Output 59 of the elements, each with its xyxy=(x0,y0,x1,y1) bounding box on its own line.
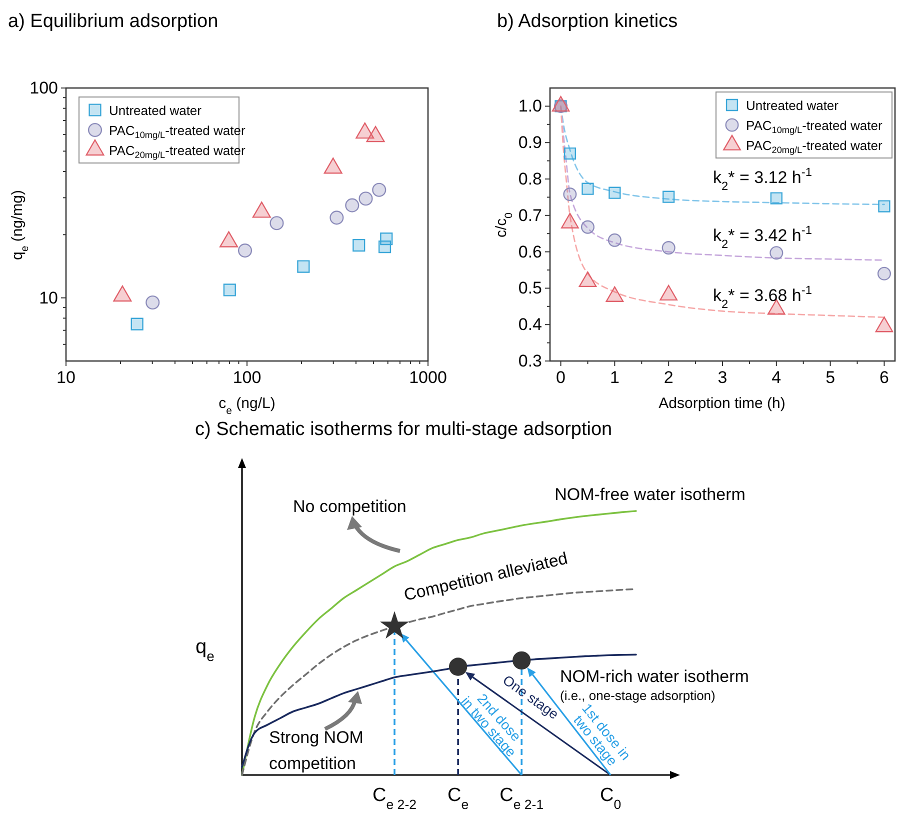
point xyxy=(662,241,676,255)
x-tick-label: 0 xyxy=(556,368,566,387)
point xyxy=(564,147,576,160)
x-tick-label: C$_{e 2-1}$ xyxy=(500,785,544,812)
series-label: NOM-free water isotherm xyxy=(554,485,746,504)
point xyxy=(875,316,894,332)
y-axis-title: q$_{e}$ xyxy=(196,636,215,664)
y-tick-label: 0.9 xyxy=(518,133,542,152)
x-tick-label: 1 xyxy=(610,368,620,387)
point xyxy=(662,190,675,203)
x-tick-label: 10 xyxy=(56,368,76,387)
x-axis-title: Adsorption time (h) xyxy=(658,395,786,412)
x-tick-label: C$_{e}$ xyxy=(447,785,469,812)
annotation: k$_{2}$* = 3.12 h$^{-1}$ xyxy=(713,165,812,193)
annotation: k$_{2}$* = 3.68 h$^{-1}$ xyxy=(713,283,812,311)
chart-title: c) Schematic isotherms for multi-stage adsorption xyxy=(195,419,612,440)
x-tick-label: 2 xyxy=(664,368,674,387)
legend-label: PAC$_{20mg/L}$-treated water xyxy=(746,138,883,155)
point xyxy=(578,271,597,288)
legend-label: Untreated water xyxy=(746,98,840,112)
chart-title: a) Equilibrium adsorption xyxy=(8,11,218,32)
point xyxy=(606,286,624,302)
x-tick-label: 6 xyxy=(879,368,889,387)
y-tick-label: 0.5 xyxy=(518,278,542,298)
x-tick-label: C$_{e 2-2}$ xyxy=(372,785,417,812)
x-tick-label: 1000 xyxy=(409,368,447,387)
annotation: (i.e., one-stage adsorption) xyxy=(560,688,716,703)
x-tick-label: C$_{0}$ xyxy=(600,785,622,812)
point xyxy=(582,182,594,195)
series-label: NOM-rich water isotherm xyxy=(560,667,749,686)
point xyxy=(580,220,595,234)
annotation: No competition xyxy=(293,497,406,516)
legend-label: Untreated water xyxy=(109,102,202,118)
x-axis-title: c$_{e}$ (ng/L) xyxy=(218,395,276,417)
point xyxy=(660,284,678,301)
point xyxy=(563,188,577,202)
annotation: Strong NOM competition xyxy=(269,728,364,773)
y-tick-label: 0.7 xyxy=(518,206,542,225)
y-tick-label: 0.8 xyxy=(518,170,542,188)
legend-label: PAC$_{10mg/L}$-treated water xyxy=(109,122,246,140)
point xyxy=(608,233,622,247)
y-tick-label: 0.3 xyxy=(518,352,542,370)
chart-title: b) Adsorption kinetics xyxy=(497,11,678,32)
point xyxy=(770,192,782,204)
x-tick-label: 4 xyxy=(772,368,782,387)
x-tick-label: 5 xyxy=(826,368,836,387)
point xyxy=(878,200,890,212)
point xyxy=(608,186,621,199)
point xyxy=(770,246,784,260)
y-tick-label: 1.0 xyxy=(518,96,542,116)
annotation: k$_{2}$* = 3.42 h$^{-1}$ xyxy=(713,223,812,251)
y-tick-label: 0.6 xyxy=(518,242,542,262)
point xyxy=(877,266,891,280)
x-tick-label: 100 xyxy=(232,368,262,387)
y-tick-label: 0.4 xyxy=(518,315,542,334)
legend-label: PAC$_{10mg/L}$-treated water xyxy=(746,118,883,135)
text: Competition alleviated xyxy=(402,548,570,605)
legend-label: PAC$_{20mg/L}$-treated water xyxy=(109,142,246,160)
x-tick-label: 3 xyxy=(718,368,728,387)
